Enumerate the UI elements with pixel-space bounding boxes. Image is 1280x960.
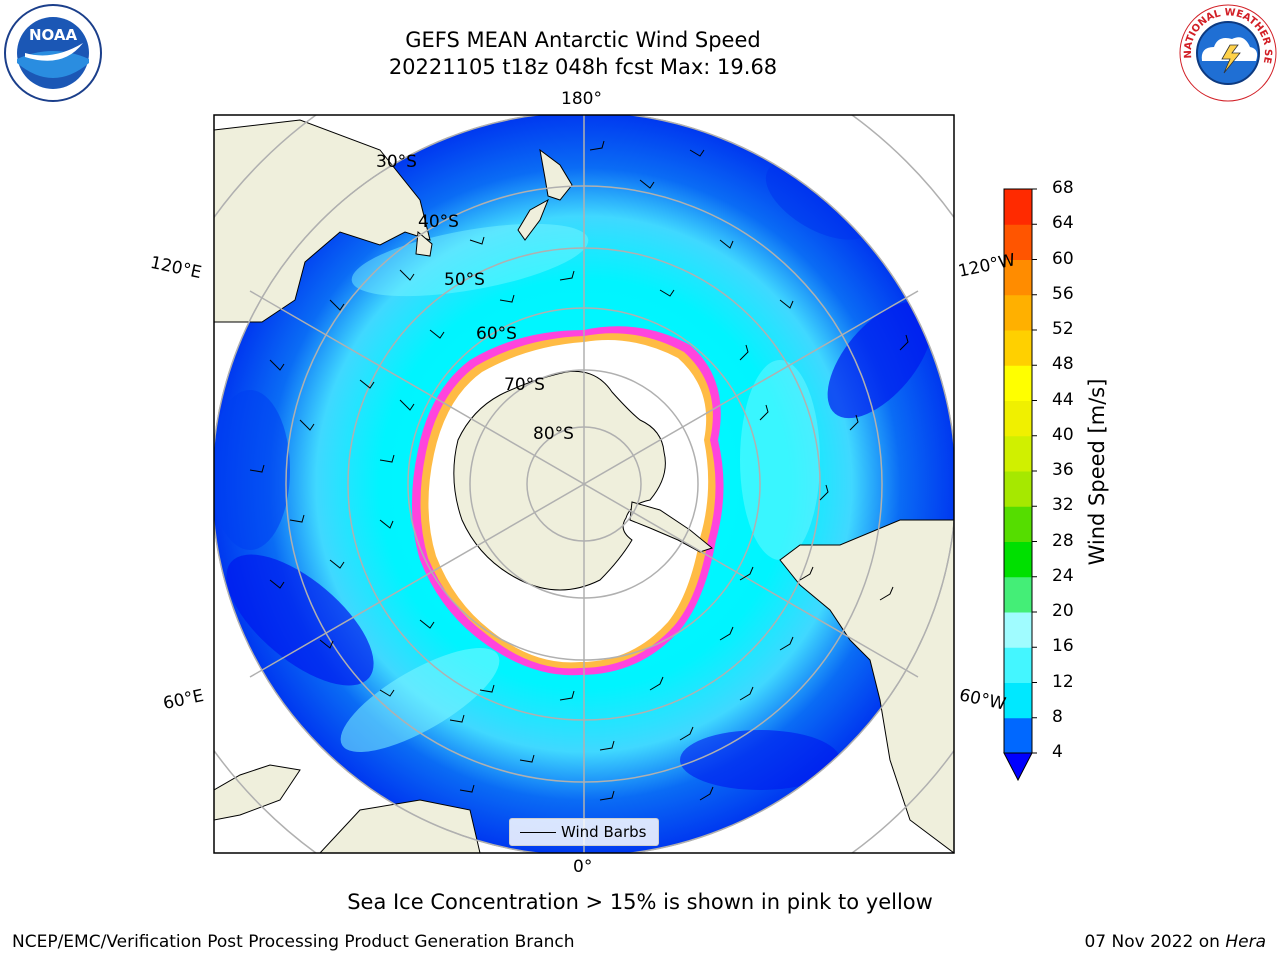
colorbar-under-triangle [1003,752,1033,782]
colorbar-segment [1004,400,1032,437]
colorbar-segment [1004,612,1032,648]
colorbar-tick-label: 64 [1052,213,1074,234]
colorbar-tick-label: 24 [1052,565,1074,586]
colorbar-segment [1004,294,1032,331]
footer-host: Hera [1225,932,1266,952]
footer-date: 07 Nov 2022 on Hera [1084,932,1266,952]
lat-label-80s: 80°S [533,424,574,444]
colorbar-tick-label: 28 [1052,530,1074,551]
colorbar-segment [1004,682,1032,719]
sea-ice-caption: Sea Ice Concentration > 15% is shown in … [347,890,933,914]
longitude-grid [249,115,919,853]
colorbar-tick-label: 48 [1052,354,1074,375]
colorbar-segment [1004,259,1032,296]
antarctica-land [453,370,666,591]
footer-date-text: 07 Nov 2022 on [1084,932,1226,952]
colorbar-segment [1004,506,1032,542]
colorbar-segment [1004,224,1032,260]
colorbar-segment [1004,576,1032,613]
colorbar-tick-label: 20 [1052,601,1074,621]
lat-label-50s: 50°S [444,270,485,290]
lat-label-70s: 70°S [504,375,545,395]
nws-logo: NATIONAL WEATHER SERVICE [1178,3,1277,102]
lon-label-bottom: 0° [573,857,593,877]
colorbar-tick-label: 4 [1052,742,1063,762]
colorbar-tick-label: 8 [1052,706,1063,727]
map-frame [213,114,955,854]
colorbar-tick-label: 56 [1052,283,1074,304]
colorbar-tick-label: 44 [1052,389,1074,410]
lon-label-top: 180° [561,89,602,109]
svg-text:NOAA: NOAA [29,26,78,44]
colorbar-segment [1004,717,1032,754]
colorbar-segment [1004,471,1032,507]
colorbar-segment [1004,647,1032,683]
legend-label: Wind Barbs [561,823,647,841]
lat-label-60s: 60°S [476,324,517,344]
colorbar-segment [1004,365,1032,401]
colorbar-segment [1004,541,1032,578]
colorbar-tick-label: 32 [1052,495,1074,516]
colorbar-tick-label: 12 [1052,671,1074,692]
footer-credit: NCEP/EMC/Verification Post Processing Pr… [12,932,575,952]
chart-title: GEFS MEAN Antarctic Wind Speed [405,28,761,52]
colorbar-label: Wind Speed [m/s] [1085,378,1109,566]
lat-label-40s: 40°S [418,212,459,232]
lat-label-30s: 30°S [376,152,417,172]
chart-subtitle: 20221105 t18z 048h fcst Max: 19.68 [388,55,778,79]
noaa-logo: NOAA [4,4,102,102]
colorbar-tick-label: 16 [1052,636,1074,657]
colorbar-tick-label: 68 [1052,178,1074,198]
colorbar-tick-label: 52 [1052,319,1074,339]
colorbar-tick-label: 36 [1052,460,1074,480]
colorbar-tick-label: 60 [1052,248,1074,269]
colorbar-segment [1004,189,1032,225]
wind-barb-legend-line [520,832,556,833]
tasmania-land [415,230,433,257]
colorbar-segment [1004,435,1032,472]
wind-barbs [249,140,909,801]
map-legend: Wind Barbs [509,818,659,846]
colorbar-tick-label: 40 [1052,424,1074,445]
colorbar [1003,188,1037,782]
colorbar-segment [1004,330,1032,366]
